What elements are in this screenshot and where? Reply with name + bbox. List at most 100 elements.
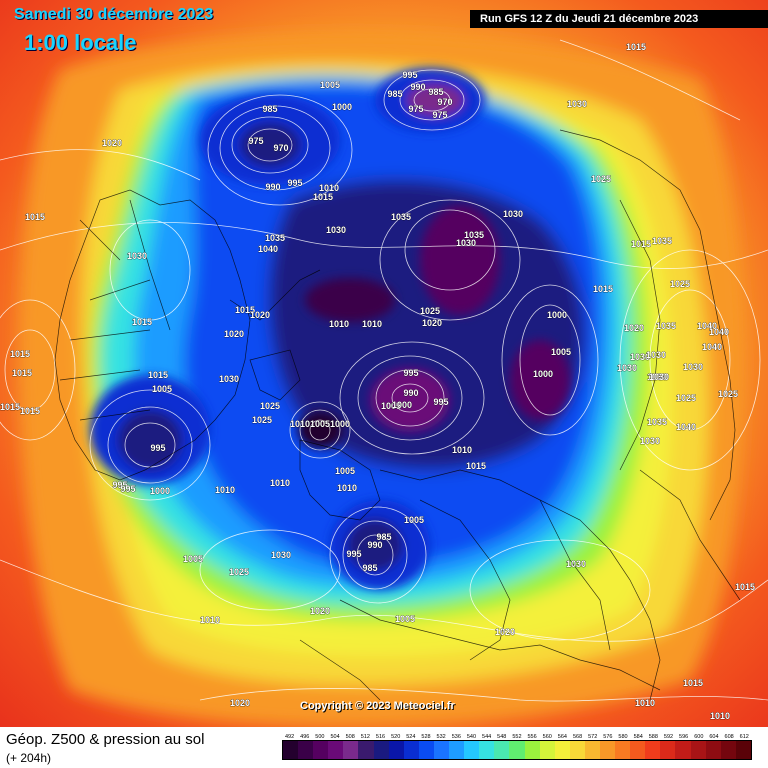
scale-swatch: [509, 741, 525, 759]
pressure-label: 975: [408, 104, 423, 114]
pressure-label: 1005: [395, 614, 415, 624]
pressure-label: 1015: [683, 678, 703, 688]
pressure-label: 985: [376, 532, 391, 542]
pressure-label: 1010: [270, 478, 290, 488]
pressure-label: 1025: [229, 567, 249, 577]
pressure-label: 1040: [676, 422, 696, 432]
trough-canada-core: [118, 410, 182, 470]
pressure-label: 1005: [381, 401, 401, 411]
trough-polar-e: [298, 412, 342, 448]
pressure-label: 1030: [649, 372, 669, 382]
scale-label: 604: [709, 734, 719, 740]
pressure-label: 1015: [631, 239, 651, 249]
pressure-label: 985: [362, 563, 377, 573]
scale-label: 520: [391, 734, 401, 740]
trough-polar-c: [370, 368, 450, 432]
pressure-label: 1030: [630, 352, 650, 362]
pressure-label: 1010: [635, 698, 655, 708]
pressure-label: 1020: [624, 323, 644, 333]
pressure-label: 1015: [132, 317, 152, 327]
scale-swatch: [690, 741, 706, 759]
scale-swatch: [554, 741, 570, 759]
pressure-label: 1015: [466, 461, 486, 471]
pressure-label: 1015: [593, 284, 613, 294]
legend-subtitle: (+ 204h): [6, 751, 52, 765]
pressure-label: 1030: [219, 374, 239, 384]
pressure-label: 1035: [464, 230, 484, 240]
pressure-label: 1030: [456, 238, 476, 248]
run-info: Run GFS 12 Z du Jeudi 21 décembre 2023: [470, 10, 768, 28]
scale-swatch: [675, 741, 691, 759]
scale-label: 560: [542, 734, 552, 740]
pressure-label: 1035: [265, 233, 285, 243]
pressure-label: 1000: [332, 102, 352, 112]
scale-label: 600: [694, 734, 704, 740]
pressure-label: 1020: [250, 310, 270, 320]
pressure-label: 1040: [258, 244, 278, 254]
trough-polar-a: [420, 205, 500, 315]
scale-swatch: [630, 741, 646, 759]
pressure-label: 985: [262, 104, 277, 114]
legend-title: Géop. Z500 & pression au sol: [6, 731, 205, 748]
trough-north-pacific-core: [240, 123, 300, 167]
pressure-label: 1010: [319, 183, 339, 193]
scale-swatch: [343, 741, 359, 759]
pressure-label: 1025: [260, 401, 280, 411]
pressure-label: 1040: [709, 327, 729, 337]
pressure-label: 1005: [310, 419, 330, 429]
scale-label: 596: [679, 734, 689, 740]
trough-polar-b: [510, 340, 570, 420]
pressure-label: 1015: [626, 42, 646, 52]
pressure-label: 995: [403, 368, 418, 378]
pressure-label: 1005: [152, 384, 172, 394]
scale-swatch: [615, 741, 631, 759]
pressure-label: 1025: [718, 389, 738, 399]
pressure-label: 1030: [647, 372, 667, 382]
pressure-label: 1035: [652, 236, 672, 246]
pressure-label: 1010: [329, 319, 349, 329]
pressure-label: 1015: [20, 406, 40, 416]
scale-label: 568: [572, 734, 583, 740]
scale-swatch: [418, 741, 434, 759]
pressure-label: 995: [346, 549, 361, 559]
color-scale-bar: [282, 740, 752, 760]
scale-label: 548: [497, 734, 507, 740]
scale-label: 580: [618, 734, 628, 740]
scale-swatch: [569, 741, 585, 759]
forecast-date: Samedi 30 décembre 2023: [14, 6, 214, 23]
trough-arctic-north-core: [407, 84, 463, 116]
pressure-label: 990: [410, 82, 425, 92]
isobar-lines: [0, 39, 768, 702]
scale-label: 584: [633, 734, 643, 740]
pressure-label: 1030: [683, 362, 703, 372]
scale-label: 500: [315, 734, 325, 740]
scale-label: 512: [360, 734, 370, 740]
scale-swatch: [358, 741, 374, 759]
pressure-label: 1020: [495, 627, 515, 637]
pressure-label: 1015: [313, 192, 333, 202]
pressure-label: 975: [432, 110, 447, 120]
pressure-label: 1015: [25, 212, 45, 222]
scale-swatch: [735, 741, 751, 759]
pressure-label: 995: [402, 70, 417, 80]
copyright: Copyright © 2023 Meteociel.fr: [300, 700, 455, 712]
pressure-label: 1010: [452, 445, 472, 455]
color-scale: 492 496 500 504 508 512 516 520 524 528 532 536 540 5…: [282, 734, 752, 762]
scale-label: 564: [557, 734, 567, 740]
pressure-label: 1015: [148, 370, 168, 380]
pressure-label: 975: [248, 136, 263, 146]
scale-label: 540: [466, 734, 477, 740]
pressure-label: 1005: [335, 466, 355, 476]
scale-swatch: [539, 741, 555, 759]
scale-label: 508: [345, 734, 355, 740]
pressure-label: 1010: [710, 711, 730, 721]
pressure-label: 1015: [12, 368, 32, 378]
pressure-label: 1010: [200, 615, 220, 625]
scale-label: 572: [588, 734, 598, 740]
pressure-label: 1030: [566, 559, 586, 569]
scale-swatch: [645, 741, 661, 759]
scale-label: 496: [300, 734, 310, 740]
scale-swatch: [660, 741, 676, 759]
scale-swatch: [373, 741, 389, 759]
scale-swatch: [283, 741, 299, 759]
